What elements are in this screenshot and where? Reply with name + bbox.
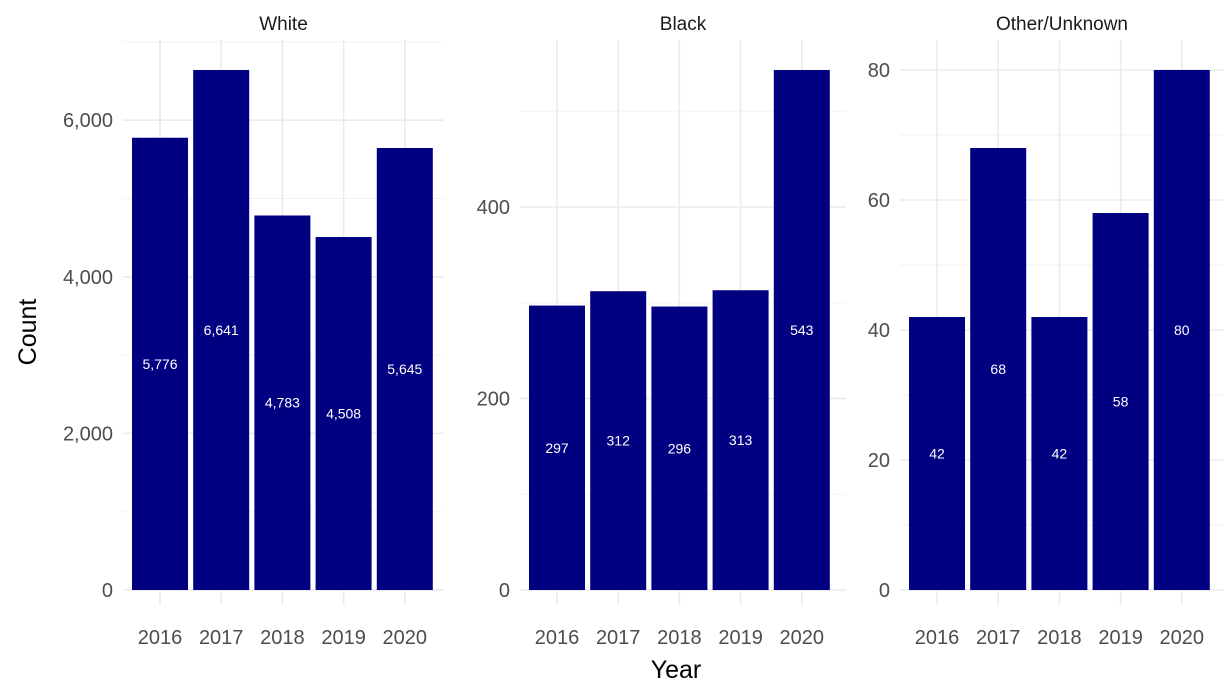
y-tick-label: 2,000: [63, 423, 113, 445]
y-tick-label: 0: [879, 580, 890, 602]
y-tick-label: 80: [868, 60, 890, 82]
x-tick-label: 2017: [596, 627, 641, 649]
x-tick-label: 2020: [1160, 627, 1205, 649]
panel-2: 42 68 42 58 80 0 20 40 60 80 2016 2017 2018 2019 2020 O…: [868, 14, 1224, 649]
bar-value-label: 4,508: [326, 406, 361, 422]
panel-title: White: [259, 14, 308, 35]
y-tick-label: 40: [868, 320, 890, 342]
bar-value-label: 543: [790, 322, 814, 338]
bar-value-label: 80: [1174, 322, 1190, 338]
bar-value-label: 5,776: [142, 356, 177, 372]
bar-value-label: 296: [668, 440, 692, 456]
bar-value-label: 58: [1113, 394, 1129, 410]
y-tick-label: 6,000: [63, 110, 113, 132]
x-tick-label: 2018: [260, 627, 305, 649]
x-tick-label: 2016: [138, 627, 183, 649]
x-tick-label: 2017: [199, 627, 244, 649]
y-tick-label: 0: [499, 580, 510, 602]
chart-panels: 5,776 6,641 4,783 4,508 5,645 0 2,000 4,000 6,00…: [63, 14, 1224, 649]
x-tick-label: 2017: [976, 627, 1021, 649]
x-tick-label: 2018: [1037, 627, 1082, 649]
x-tick-label: 2016: [535, 627, 580, 649]
x-tick-label: 2019: [718, 627, 763, 649]
x-tick-label: 2016: [915, 627, 960, 649]
y-tick-label: 20: [868, 450, 890, 472]
y-axis-title: Count: [14, 299, 42, 366]
y-tick-label: 60: [868, 190, 890, 212]
panel-1: 297 312 296 313 543 0 200 400 2016 2017 2018 2019 20…: [477, 14, 846, 649]
y-tick-label: 200: [477, 388, 510, 410]
bar-value-label: 312: [607, 433, 631, 449]
bar-value-label: 68: [990, 361, 1006, 377]
bar-value-label: 42: [929, 446, 945, 462]
panel-0: 5,776 6,641 4,783 4,508 5,645 0 2,000 4,000 6,00…: [63, 14, 444, 649]
x-axis-title: Year: [651, 656, 702, 684]
bar-value-label: 42: [1052, 446, 1068, 462]
bar-value-label: 313: [729, 432, 753, 448]
x-tick-label: 2020: [780, 627, 825, 649]
x-tick-label: 2018: [657, 627, 702, 649]
bar-value-label: 297: [545, 440, 569, 456]
bar-value-label: 6,641: [204, 322, 239, 338]
bar-value-label: 4,783: [265, 395, 300, 411]
y-tick-label: 400: [477, 197, 510, 219]
x-tick-label: 2020: [383, 627, 428, 649]
bar-value-label: 5,645: [387, 361, 422, 377]
x-tick-label: 2019: [1098, 627, 1143, 649]
panel-title: Black: [660, 14, 707, 35]
y-tick-label: 0: [102, 580, 113, 602]
panel-title: Other/Unknown: [996, 14, 1128, 35]
x-tick-label: 2019: [321, 627, 366, 649]
y-tick-label: 4,000: [63, 267, 113, 289]
